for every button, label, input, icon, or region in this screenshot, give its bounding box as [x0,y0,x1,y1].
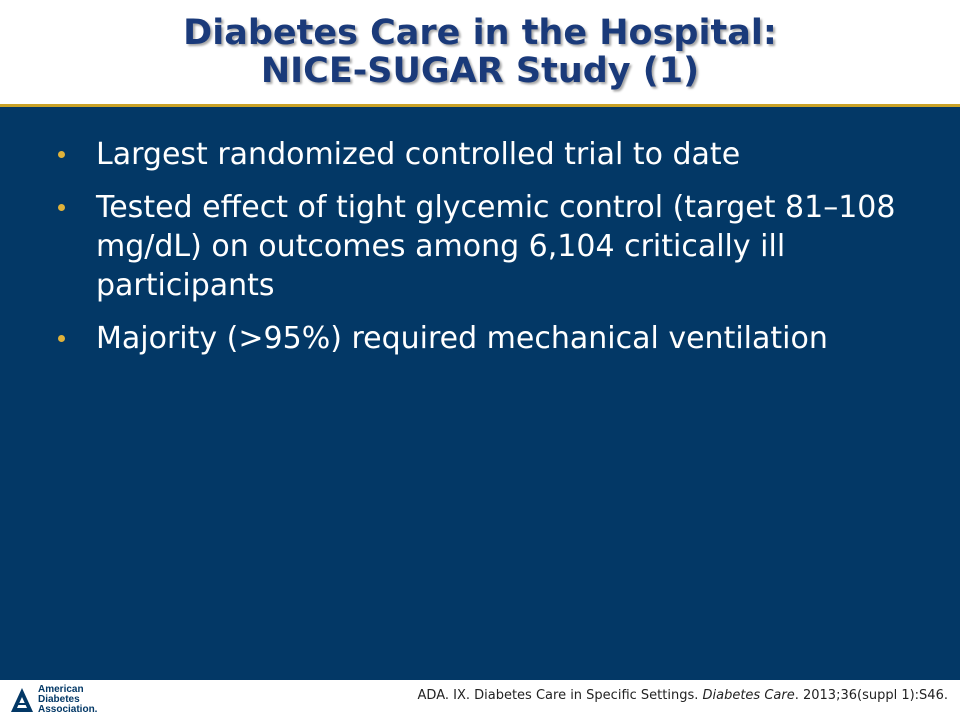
logo-wordmark: American Diabetes Association. [38,685,97,715]
citation-journal: Diabetes Care [702,688,795,703]
footer-divider [0,678,960,680]
logo-line: American [38,684,84,695]
logo-line: Association. [38,704,98,715]
slide-header: Diabetes Care in the Hospital: NICE-SUGA… [0,0,960,104]
slide-title-line-2: NICE-SUGAR Study (1) [260,51,700,91]
citation-text: ADA. IX. Diabetes Care in Specific Setti… [418,688,948,703]
slide-title-line-1: Diabetes Care in the Hospital: [183,13,777,53]
bullet-dot-icon [58,204,65,211]
logo-line: Diabetes [38,694,80,705]
bullet-text: Majority (>95%) required mechanical vent… [96,321,828,356]
header-divider [0,104,960,107]
bullet-dot-icon [58,151,65,158]
bullet-text: Tested effect of tight glycemic control … [96,190,896,303]
bullet-text: Largest randomized controlled trial to d… [96,137,741,172]
bullet-item: Largest randomized controlled trial to d… [58,135,918,174]
slide-footer: American Diabetes Association. ADA. IX. … [0,678,960,720]
citation-pre: ADA. IX. Diabetes Care in Specific Setti… [417,688,703,703]
bullet-list: Largest randomized controlled trial to d… [58,135,918,372]
citation-post: . 2013;36(suppl 1):S46. [794,688,948,703]
ada-triangle-logo-icon [11,688,33,712]
ada-logo: American Diabetes Association. [10,682,120,718]
bullet-dot-icon [58,335,65,342]
slide-body: Largest randomized controlled trial to d… [0,107,960,678]
bullet-item: Tested effect of tight glycemic control … [58,188,918,305]
bullet-item: Majority (>95%) required mechanical vent… [58,319,918,358]
